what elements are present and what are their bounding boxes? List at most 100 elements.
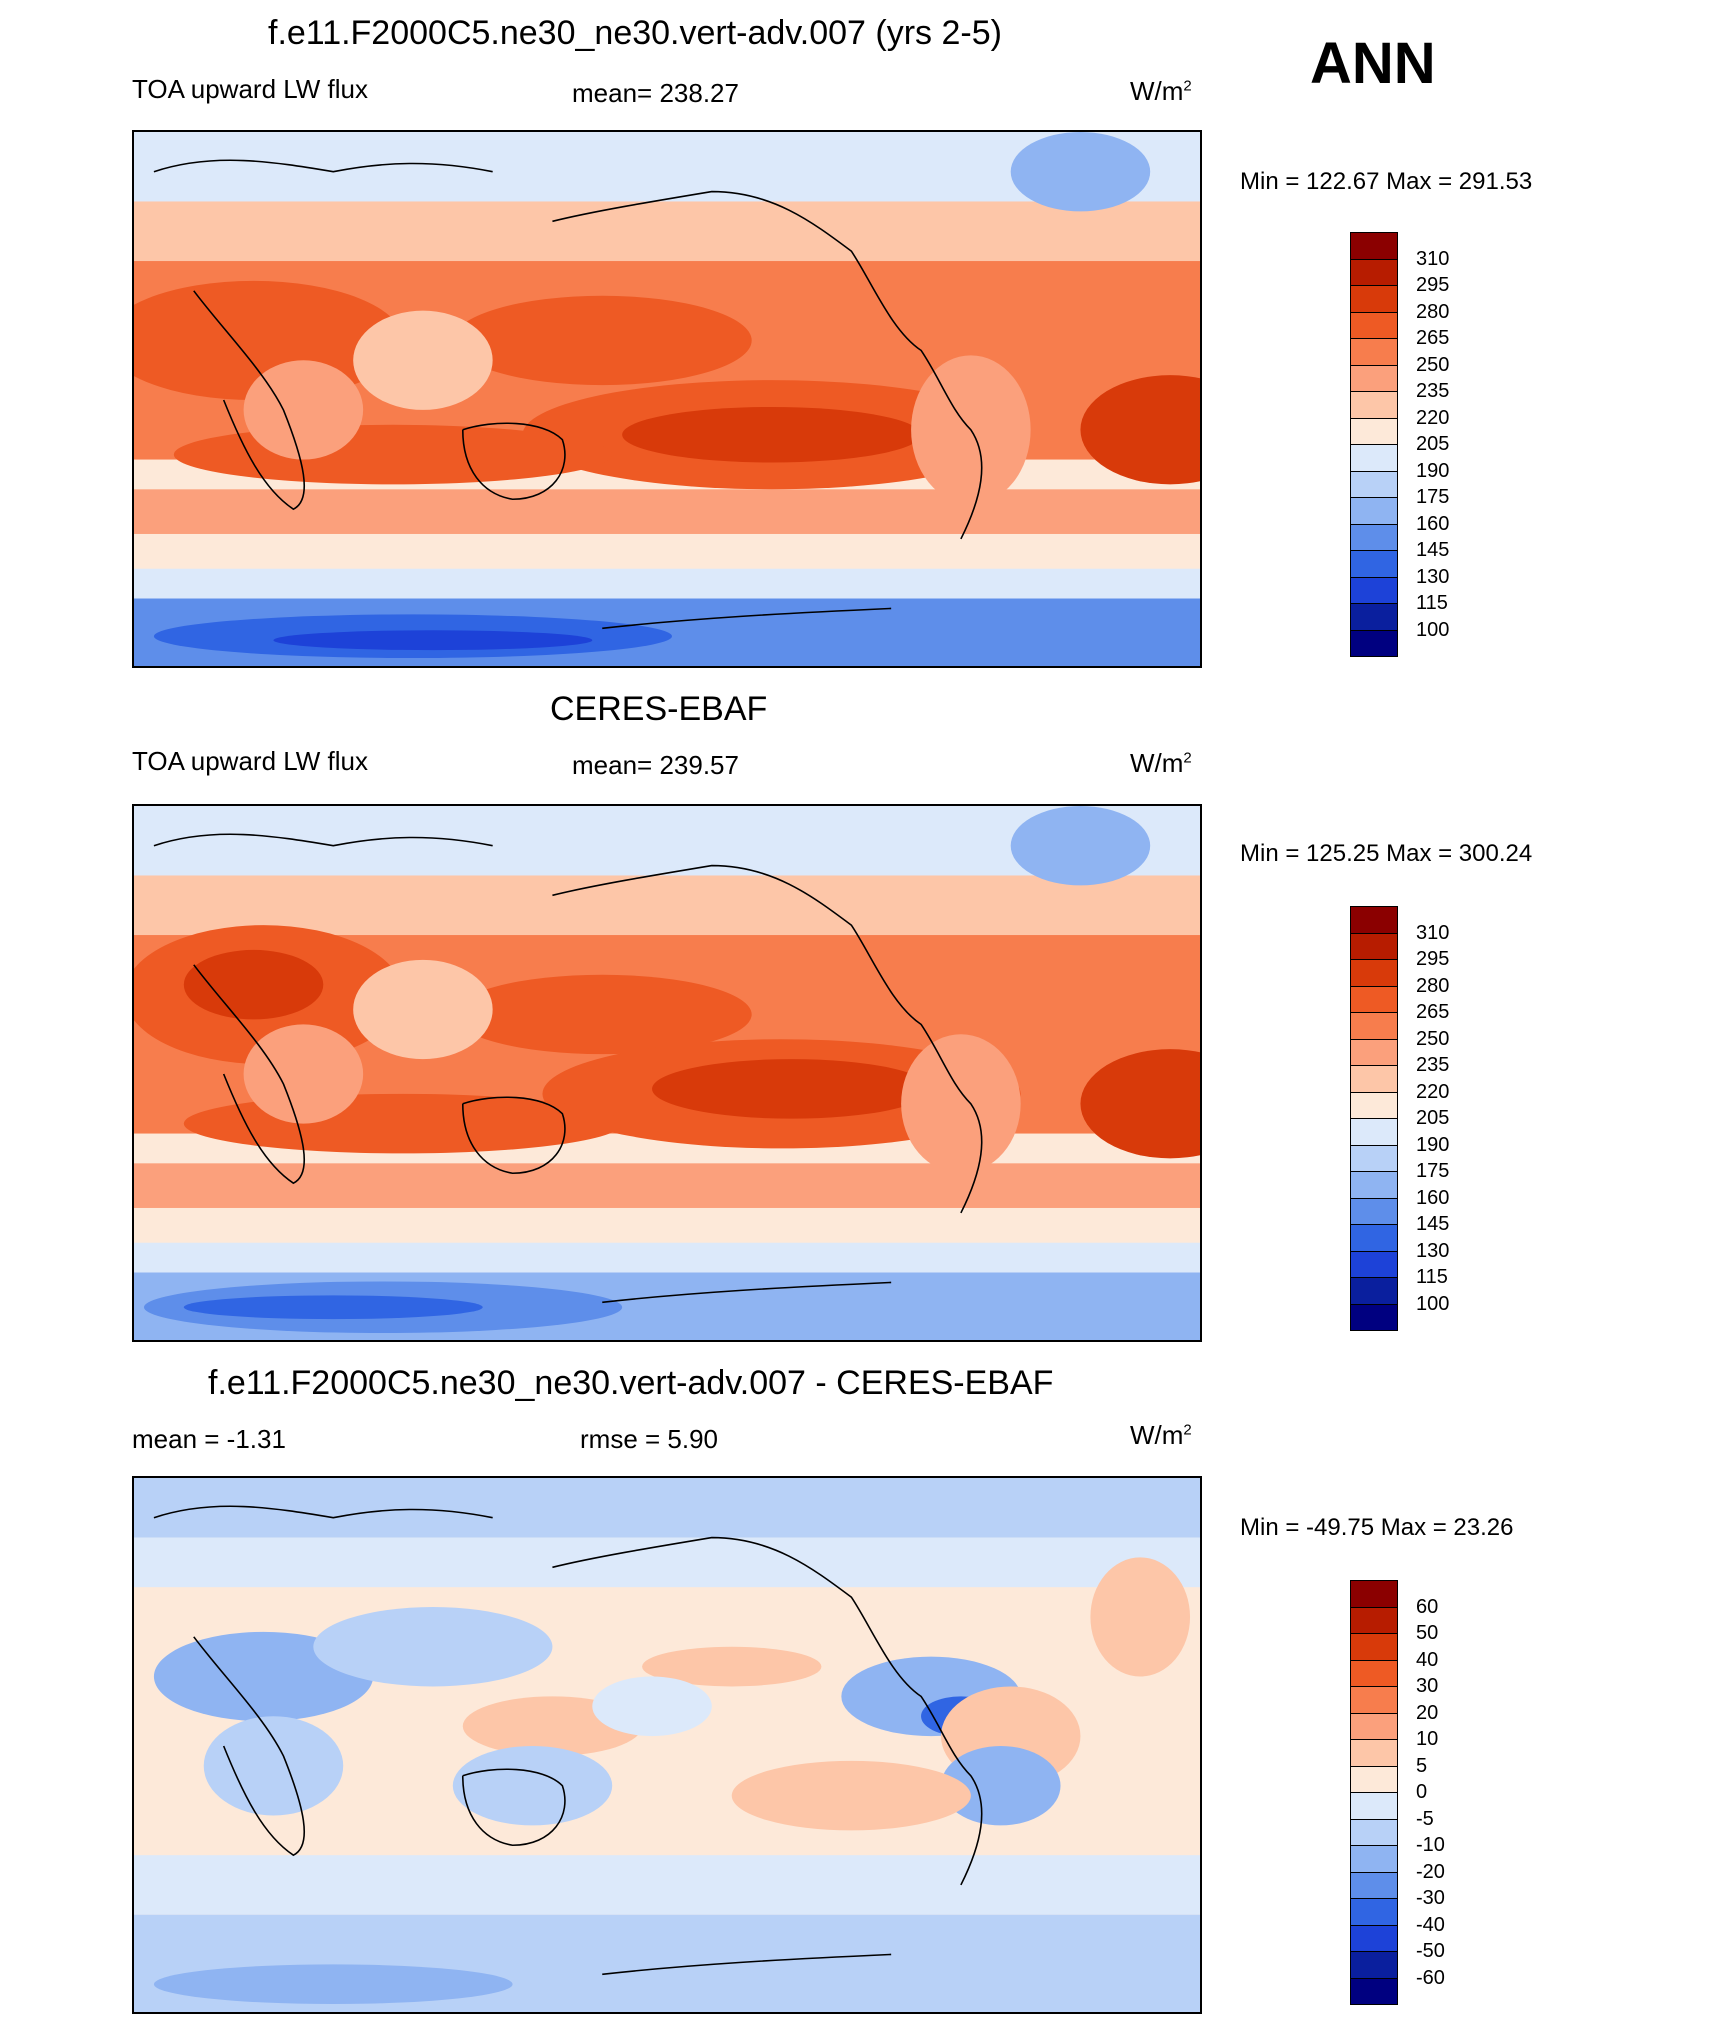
colorbar-swatch: [1350, 985, 1398, 1013]
colorbar-label: 50: [1416, 1622, 1439, 1644]
colorbar-label: -50: [1416, 1940, 1445, 1962]
colorbar-label: 265: [1416, 327, 1450, 349]
colorbar-label: -40: [1416, 1913, 1445, 1936]
colorbar-swatch: [1350, 1091, 1398, 1119]
colorbar-label: 205: [1416, 433, 1450, 455]
panel-3-mean-label: mean = -1.31: [132, 1424, 286, 1454]
colorbar-swatch: [1350, 1144, 1398, 1172]
colorbar-swatch: [1350, 906, 1398, 934]
colorbar-swatch: [1350, 1765, 1398, 1793]
panel-1-minmax: Min = 122.67 Max = 291.53: [1240, 168, 1533, 195]
units-exponent: 2: [1183, 1421, 1192, 1439]
colorbar-swatch: [1350, 523, 1398, 551]
colorbar-label: -60: [1416, 1966, 1445, 1989]
colorbar-swatch: [1350, 1012, 1398, 1040]
colorbar-swatch: [1350, 1818, 1398, 1846]
panel-1-colorbar: 310 295 280 265 250 235 220 205 190 175 160 145 130 1…: [1350, 232, 1449, 657]
colorbar-swatch: [1350, 959, 1398, 987]
colorbar-swatch: [1350, 391, 1398, 419]
colorbar-label: 235: [1416, 1054, 1450, 1076]
panel-1-map-svg: [134, 132, 1200, 666]
colorbar-label: 5: [1416, 1754, 1428, 1777]
colorbar-swatch: [1350, 258, 1398, 286]
colorbar-swatch: [1350, 550, 1398, 578]
panel-2-map: [132, 804, 1202, 1342]
panel-3-title: f.e11.F2000C5.ne30_ne30.vert-adv.007 - C…: [208, 1364, 1054, 1402]
colorbar-swatch: [1350, 629, 1398, 657]
colorbar-swatch: [1350, 444, 1398, 472]
units-base: W/m: [1130, 748, 1184, 778]
colorbar-swatch: [1350, 603, 1398, 631]
colorbar-label: 160: [1416, 1186, 1450, 1209]
season-label: ANN: [1310, 31, 1436, 96]
colorbar-swatch: [1350, 1606, 1398, 1634]
colorbar-label: 295: [1416, 948, 1450, 970]
colorbar-label: 220: [1416, 406, 1450, 429]
colorbar-swatch: [1350, 232, 1398, 260]
colorbar-swatch: [1350, 1712, 1398, 1740]
colorbar-swatch: [1350, 1686, 1398, 1714]
colorbar-label: -20: [1416, 1860, 1445, 1883]
units-exponent: 2: [1183, 77, 1192, 95]
colorbar-label: -30: [1416, 1887, 1445, 1909]
colorbar-swatch: [1350, 576, 1398, 604]
colorbar-label: -5: [1416, 1807, 1434, 1830]
colorbar-label: 10: [1416, 1728, 1439, 1750]
colorbar-label: 100: [1416, 1292, 1450, 1315]
colorbar-swatch: [1350, 1898, 1398, 1926]
colorbar-swatch: [1350, 1118, 1398, 1146]
panel-1-title: f.e11.F2000C5.ne30_ne30.vert-adv.007 (yr…: [268, 14, 1002, 52]
colorbar-swatch: [1350, 1250, 1398, 1278]
colorbar-swatch: [1350, 1977, 1398, 2005]
colorbar-swatch: [1350, 1065, 1398, 1093]
colorbar-swatch: [1350, 1224, 1398, 1252]
colorbar-label: 175: [1416, 486, 1450, 508]
colorbar-swatch: [1350, 1633, 1398, 1661]
colorbar-label: 250: [1416, 353, 1450, 376]
colorbar-label: 0: [1416, 1781, 1428, 1803]
colorbar-label: 40: [1416, 1648, 1439, 1671]
panel-2-units-label: W/m2: [1130, 748, 1192, 779]
units-exponent: 2: [1183, 749, 1192, 767]
colorbar-label: 310: [1416, 921, 1450, 944]
colorbar-swatch: [1350, 1951, 1398, 1979]
colorbar-label: 205: [1416, 1107, 1450, 1129]
colorbar-swatch: [1350, 1871, 1398, 1899]
panel-2-mean-label: mean= 239.57: [572, 750, 739, 780]
panel-3-map-svg: [134, 1478, 1200, 2012]
panel-2-variable-label: TOA upward LW flux: [132, 746, 369, 776]
panel-1-map: [132, 130, 1202, 668]
panel-1-mean-label: mean= 238.27: [572, 78, 739, 108]
colorbar-swatch: [1350, 1580, 1398, 1608]
colorbar-label: 250: [1416, 1027, 1450, 1050]
colorbar-swatch: [1350, 1277, 1398, 1305]
panel-2-colorbar: 310 295 280 265 250 235 220 205 190 175 160 145 130 1…: [1350, 906, 1449, 1331]
colorbar-swatch: [1350, 1197, 1398, 1225]
colorbar-label: 130: [1416, 565, 1450, 588]
panel-3-minmax: Min = -49.75 Max = 23.26: [1240, 1514, 1514, 1541]
panel-2-title: CERES-EBAF: [550, 690, 768, 728]
colorbar-swatch: [1350, 1171, 1398, 1199]
colorbar-swatch: [1350, 1303, 1398, 1331]
colorbar-label: 30: [1416, 1675, 1439, 1697]
colorbar-label: 220: [1416, 1080, 1450, 1103]
colorbar-swatch: [1350, 1739, 1398, 1767]
panel-1-units-label: W/m2: [1130, 76, 1192, 107]
colorbar-label: 145: [1416, 539, 1450, 561]
panel-3-map: [132, 1476, 1202, 2014]
colorbar-swatch: [1350, 932, 1398, 960]
colorbar-label: 100: [1416, 618, 1450, 641]
colorbar-label: 235: [1416, 380, 1450, 402]
colorbar-swatch: [1350, 470, 1398, 498]
panel-3-colorbar: 60 50 40 30 20 10 5 0 -5 -10 -20 -30 -40 -50 -60: [1350, 1580, 1445, 2005]
colorbar-label: 130: [1416, 1239, 1450, 1262]
colorbar-swatch: [1350, 285, 1398, 313]
units-base: W/m: [1130, 1420, 1184, 1450]
colorbar-label: 190: [1416, 459, 1450, 482]
colorbar-label: 115: [1416, 592, 1448, 614]
colorbar-swatch: [1350, 311, 1398, 339]
units-base: W/m: [1130, 76, 1184, 106]
colorbar-label: -10: [1416, 1834, 1445, 1856]
colorbar-swatch: [1350, 1038, 1398, 1066]
colorbar-label: 280: [1416, 974, 1450, 997]
